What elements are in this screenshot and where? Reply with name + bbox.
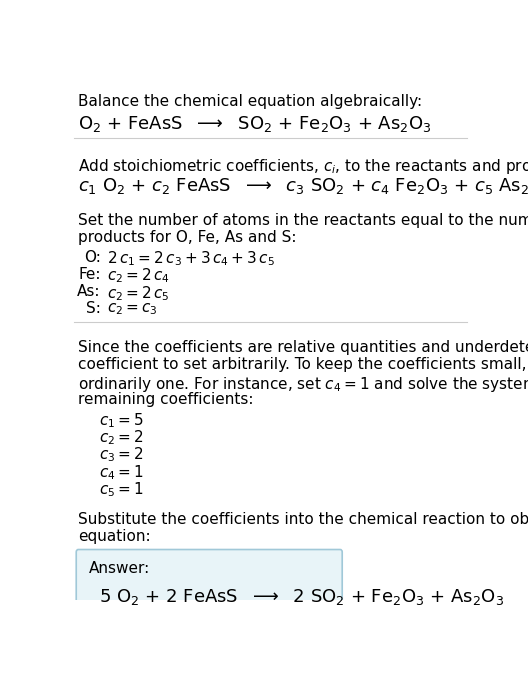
- Text: remaining coefficients:: remaining coefficients:: [78, 392, 254, 406]
- Text: products for O, Fe, As and S:: products for O, Fe, As and S:: [78, 230, 297, 245]
- Text: ordinarily one. For instance, set $c_4 = 1$ and solve the system of equations fo: ordinarily one. For instance, set $c_4 =…: [78, 375, 528, 394]
- Text: Answer:: Answer:: [89, 561, 150, 576]
- Text: Since the coefficients are relative quantities and underdetermined, choose a: Since the coefficients are relative quan…: [78, 340, 528, 355]
- Text: O:: O:: [84, 249, 101, 265]
- Text: $c_1$ O$_2$ + $c_2$ FeAsS  $\longrightarrow$  $c_3$ SO$_2$ + $c_4$ Fe$_2$O$_3$ +: $c_1$ O$_2$ + $c_2$ FeAsS $\longrightarr…: [78, 177, 528, 196]
- Text: $c_2 = 2$: $c_2 = 2$: [99, 429, 143, 448]
- Text: $c_5 = 1$: $c_5 = 1$: [99, 480, 143, 499]
- Text: $c_4 = 1$: $c_4 = 1$: [99, 463, 143, 481]
- Text: coefficient to set arbitrarily. To keep the coefficients small, the arbitrary va: coefficient to set arbitrarily. To keep …: [78, 357, 528, 373]
- Text: $c_2 = 2\,c_5$: $c_2 = 2\,c_5$: [107, 284, 169, 303]
- Text: As:: As:: [77, 284, 101, 299]
- Text: Balance the chemical equation algebraically:: Balance the chemical equation algebraica…: [78, 94, 422, 109]
- Text: Fe:: Fe:: [78, 267, 101, 282]
- Text: Add stoichiometric coefficients, $c_i$, to the reactants and products:: Add stoichiometric coefficients, $c_i$, …: [78, 156, 528, 176]
- Text: 5 O$_2$ + 2 FeAsS  $\longrightarrow$  2 SO$_2$ + Fe$_2$O$_3$ + As$_2$O$_3$: 5 O$_2$ + 2 FeAsS $\longrightarrow$ 2 SO…: [99, 588, 504, 607]
- Text: $c_3 = 2$: $c_3 = 2$: [99, 446, 143, 464]
- Text: $c_1 = 5$: $c_1 = 5$: [99, 411, 144, 430]
- Text: S:: S:: [86, 301, 101, 316]
- Text: equation:: equation:: [78, 529, 151, 544]
- Text: O$_2$ + FeAsS  $\longrightarrow$  SO$_2$ + Fe$_2$O$_3$ + As$_2$O$_3$: O$_2$ + FeAsS $\longrightarrow$ SO$_2$ +…: [78, 114, 432, 133]
- Text: Substitute the coefficients into the chemical reaction to obtain the balanced: Substitute the coefficients into the che…: [78, 512, 528, 526]
- Text: $c_2 = 2\,c_4$: $c_2 = 2\,c_4$: [107, 267, 170, 285]
- Text: $c_2 = c_3$: $c_2 = c_3$: [107, 301, 157, 317]
- Text: Set the number of atoms in the reactants equal to the number of atoms in the: Set the number of atoms in the reactants…: [78, 213, 528, 228]
- FancyBboxPatch shape: [76, 549, 342, 625]
- Text: $2\,c_1 = 2\,c_3 + 3\,c_4 + 3\,c_5$: $2\,c_1 = 2\,c_3 + 3\,c_4 + 3\,c_5$: [107, 249, 275, 268]
